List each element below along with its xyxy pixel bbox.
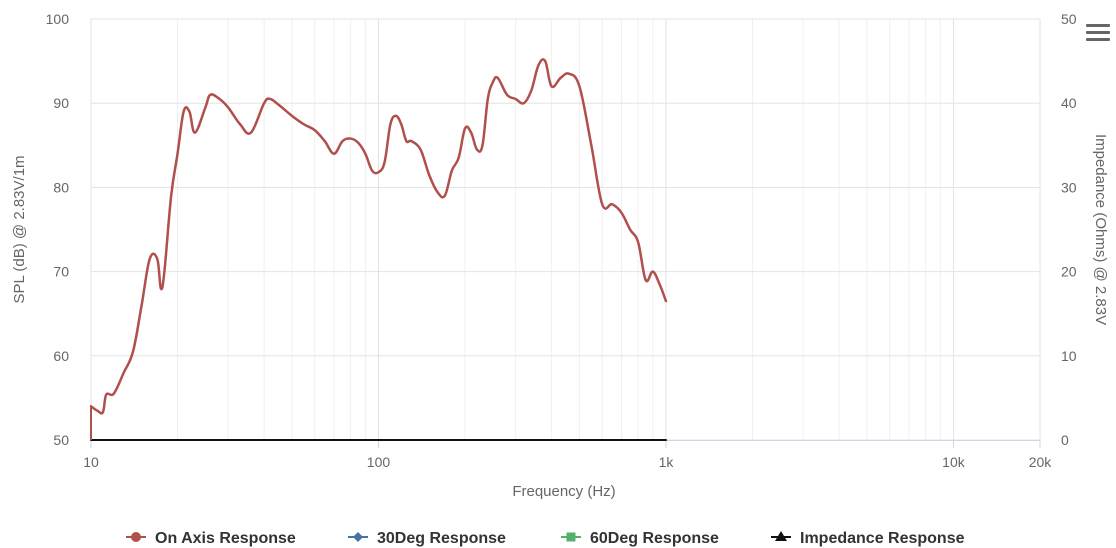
legend-triangle-marker [775, 531, 787, 541]
legend-label: 60Deg Response [590, 530, 719, 547]
major-grid [90, 18, 1041, 441]
legend-diamond-marker [353, 532, 363, 542]
x-tick-label: 10 [83, 454, 99, 470]
legend: On Axis Response 30Deg Response 60Deg Resp… [126, 530, 965, 547]
legend-item-30deg-response[interactable]: 30Deg Response [348, 530, 506, 547]
legend-item-60deg-response[interactable]: 60Deg Response [561, 530, 719, 547]
x-tick-label: 1k [659, 454, 675, 470]
legend-label: On Axis Response [155, 530, 296, 547]
y-axis-right-title: Impedance (Ohms) @ 2.83V [1092, 134, 1109, 325]
y-left-tick-label: 80 [53, 179, 69, 195]
x-tick-label: 10k [942, 454, 966, 470]
chart-context-menu-button[interactable] [1086, 24, 1110, 46]
on-axis-response-line[interactable] [89, 58, 668, 415]
y-axis-left-title: SPL (dB) @ 2.83V/1m [11, 155, 28, 303]
minor-grid [177, 19, 941, 440]
y-left-tick-label: 60 [53, 348, 69, 364]
menu-icon-bar [1086, 31, 1110, 34]
legend-label: 30Deg Response [377, 530, 506, 547]
menu-icon-bar [1086, 38, 1110, 41]
legend-circle-marker [131, 532, 141, 542]
y-left-tick-label: 100 [46, 11, 70, 27]
y-right-tick-label: 40 [1061, 95, 1077, 111]
legend-label: Impedance Response [800, 530, 965, 547]
legend-item-impedance-response[interactable]: Impedance Response [771, 530, 965, 547]
y-axis-right-ticks: 0 10 20 30 40 50 [1061, 11, 1077, 448]
y-right-tick-label: 10 [1061, 348, 1077, 364]
y-axis-left-ticks: 50 60 70 80 90 100 [46, 11, 70, 448]
x-tick-label: 100 [367, 454, 391, 470]
y-left-tick-label: 50 [53, 432, 69, 448]
y-right-tick-label: 0 [1061, 432, 1069, 448]
y-right-tick-label: 30 [1061, 179, 1077, 195]
y-right-tick-label: 50 [1061, 11, 1077, 27]
x-axis-ticks: 10 100 1k 10k 20k [83, 440, 1052, 470]
y-left-tick-label: 70 [53, 264, 69, 280]
series-layer [89, 58, 668, 441]
legend-square-marker [566, 532, 576, 542]
x-tick-label: 20k [1029, 454, 1053, 470]
y-left-tick-label: 90 [53, 95, 69, 111]
legend-item-on-axis-response[interactable]: On Axis Response [126, 530, 296, 547]
menu-icon-bar [1086, 24, 1110, 27]
x-axis-title: Frequency (Hz) [512, 483, 615, 500]
y-right-tick-label: 20 [1061, 264, 1077, 280]
